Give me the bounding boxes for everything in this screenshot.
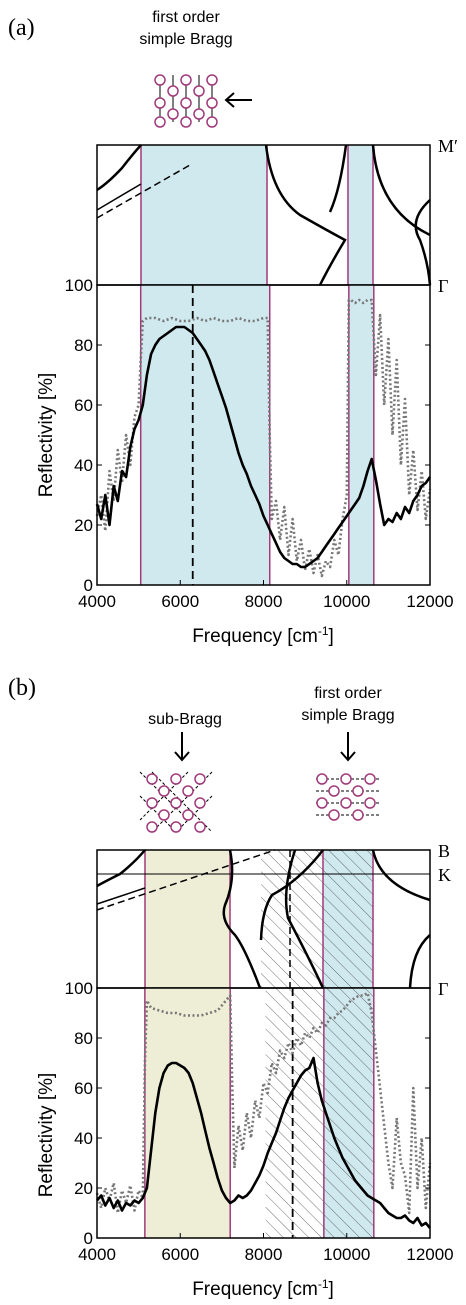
k-label-b-mid: K: [438, 865, 451, 885]
x-tick-label-b: 12000: [406, 1245, 453, 1264]
y-tick-label-a: 0: [84, 576, 93, 595]
y-tick-label-b: 40: [74, 1129, 93, 1148]
x-tick-label-a: 12000: [406, 592, 453, 611]
series-b-dotted: [95, 991, 432, 1215]
stop-band-a-0: [140, 285, 270, 585]
series-a-solid: [95, 325, 432, 569]
x-tick-label-a: 6000: [161, 592, 199, 611]
k-label-b-bottom: Γ: [438, 979, 448, 999]
lattice-icon-horizontal: [316, 773, 380, 821]
x-tick-label-a: 4000: [78, 592, 116, 611]
annotation-b-sub-bragg: sub-Bragg: [148, 711, 222, 728]
xlabel-b: Frequency [cm-1]: [192, 1277, 334, 1300]
x-tick-label-b: 10000: [323, 1245, 370, 1264]
x-tick-label-b: 8000: [245, 1245, 283, 1264]
annotation-a-line1: first order: [152, 9, 220, 26]
y-tick-label-a: 100: [65, 276, 93, 295]
reflectivity-plot-b: 0 20 40 60 80 100 4000 6000 8000 10000 12000: [65, 979, 454, 1264]
xlabel-a: Frequency [cm-1]: [192, 624, 334, 647]
incident-arrow-icon: [224, 92, 252, 108]
y-tick-label-a: 40: [74, 456, 93, 475]
x-tick-label-a: 10000: [323, 592, 370, 611]
y-tick-label-b: 20: [74, 1179, 93, 1198]
y-tick-label-b: 60: [74, 1079, 93, 1098]
ylabel-a: Reflectivity [%]: [36, 373, 57, 498]
panel-label-b: (b): [8, 675, 36, 701]
band-diagram-b: B K Γ: [96, 841, 451, 999]
annotation-b-line1: first order: [314, 685, 382, 702]
annotation-a-line2: simple Bragg: [139, 31, 232, 48]
k-label-b-top: B: [438, 841, 450, 861]
x-tick-label-b: 4000: [78, 1245, 116, 1264]
y-tick-label-a: 60: [74, 396, 93, 415]
reflectivity-plot-a: 0 20 40 60 80 100 4000 6000 8000 10000 12000: [65, 276, 454, 611]
y-tick-label-b: 80: [74, 1029, 93, 1048]
arrow-down-icon: [174, 732, 190, 762]
k-label-a-top: M′: [438, 136, 458, 156]
lattice-icon-diagonal: [139, 771, 213, 833]
band-diagram-a: M′ Γ: [96, 136, 458, 296]
series-a-dotted: [95, 298, 432, 578]
y-tick-label-b: 0: [84, 1229, 93, 1248]
panel-label-a: (a): [8, 15, 35, 41]
ylabel-b: Reflectivity [%]: [36, 1073, 57, 1198]
stop-band-b-0: [144, 988, 231, 1238]
annotation-b-line2: simple Bragg: [301, 707, 394, 724]
panel-a: (a) first order simple Bragg: [8, 9, 458, 647]
arrow-down-icon: [340, 732, 356, 762]
x-tick-label-a: 8000: [245, 592, 283, 611]
k-label-a-bottom: Γ: [438, 276, 448, 296]
y-tick-label-a: 80: [74, 336, 93, 355]
panel-b: (b) sub-Bragg first order simple Bragg: [8, 675, 454, 1300]
y-tick-label-a: 20: [74, 516, 93, 535]
stop-band-a-1: [348, 285, 374, 585]
series-b-solid: [96, 1056, 431, 1229]
y-tick-label-b: 100: [65, 979, 93, 998]
lattice-icon-square: [154, 74, 218, 128]
x-tick-label-b: 6000: [161, 1245, 199, 1264]
